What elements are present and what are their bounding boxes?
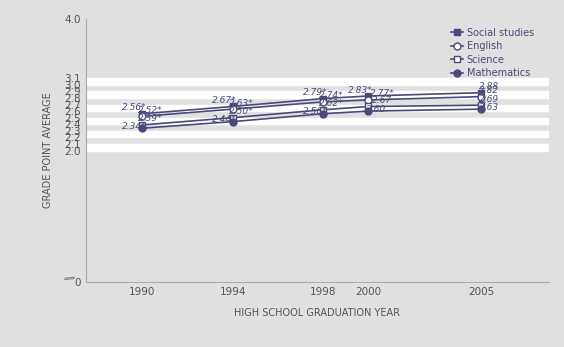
Y-axis label: GRADE POINT AVERAGE: GRADE POINT AVERAGE [43, 93, 53, 209]
Text: 2.63: 2.63 [479, 103, 499, 112]
Text: 2.77*: 2.77* [369, 90, 394, 99]
Bar [86, 144, 549, 151]
Text: 2.63*: 2.63* [228, 99, 253, 108]
Text: 2.52*: 2.52* [138, 106, 163, 115]
Bar [86, 78, 549, 85]
Text: 2.56*: 2.56* [303, 107, 327, 116]
Text: 2.69: 2.69 [479, 95, 499, 104]
X-axis label: HIGH SCHOOL GRADUATION YEAR: HIGH SCHOOL GRADUATION YEAR [235, 308, 400, 318]
Text: 2.67: 2.67 [372, 96, 392, 105]
Text: 2.67*: 2.67* [212, 96, 237, 105]
Bar [86, 91, 549, 98]
Text: 2.34*: 2.34* [122, 122, 147, 131]
Text: 2.74*: 2.74* [319, 92, 343, 100]
Text: 2.39*: 2.39* [138, 115, 163, 124]
Text: 2.83*: 2.83* [348, 85, 372, 94]
Bar [86, 104, 549, 111]
Bar [86, 131, 549, 137]
Bar [86, 118, 549, 124]
Text: 2.88: 2.88 [479, 82, 499, 91]
Text: 2.56*: 2.56* [122, 103, 147, 112]
Text: 2.82: 2.82 [479, 86, 499, 95]
Text: 2.79*: 2.79* [303, 88, 327, 97]
Text: 2.62*: 2.62* [319, 99, 343, 108]
Legend: Social studies, English, Science, Mathematics: Social studies, English, Science, Mathem… [447, 24, 538, 82]
Text: 2.50*: 2.50* [228, 107, 253, 116]
Text: 2.60: 2.60 [366, 105, 386, 114]
Text: 2.44*: 2.44* [212, 115, 237, 124]
